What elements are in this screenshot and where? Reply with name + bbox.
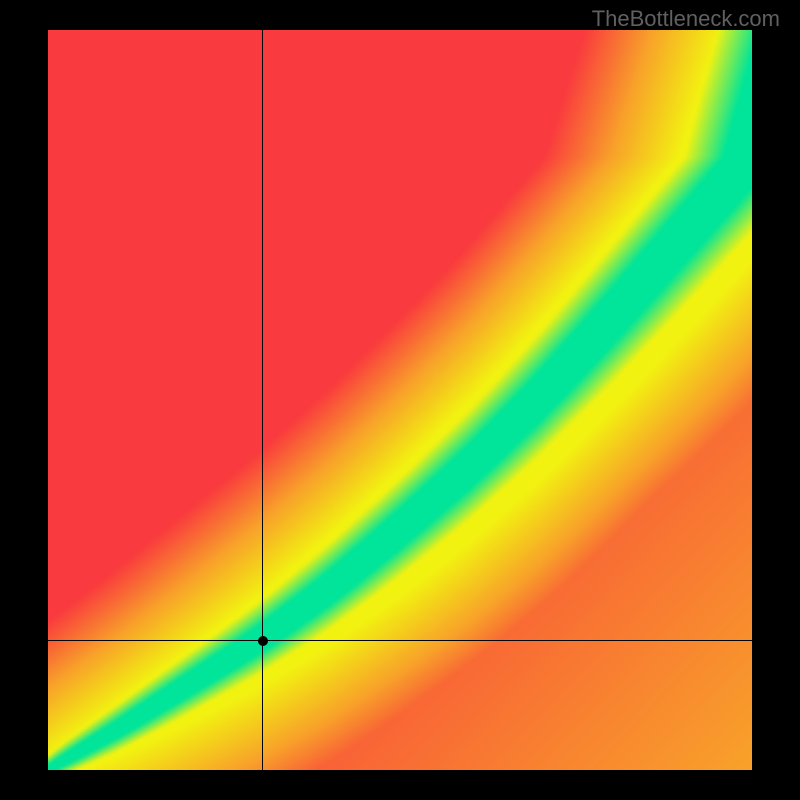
heatmap-canvas: [48, 30, 752, 770]
data-point-marker: [258, 636, 268, 646]
crosshair-vertical: [262, 30, 263, 770]
watermark-text: TheBottleneck.com: [592, 6, 780, 32]
plot-area: [48, 30, 752, 770]
crosshair-horizontal: [48, 640, 752, 641]
chart-container: TheBottleneck.com: [0, 0, 800, 800]
